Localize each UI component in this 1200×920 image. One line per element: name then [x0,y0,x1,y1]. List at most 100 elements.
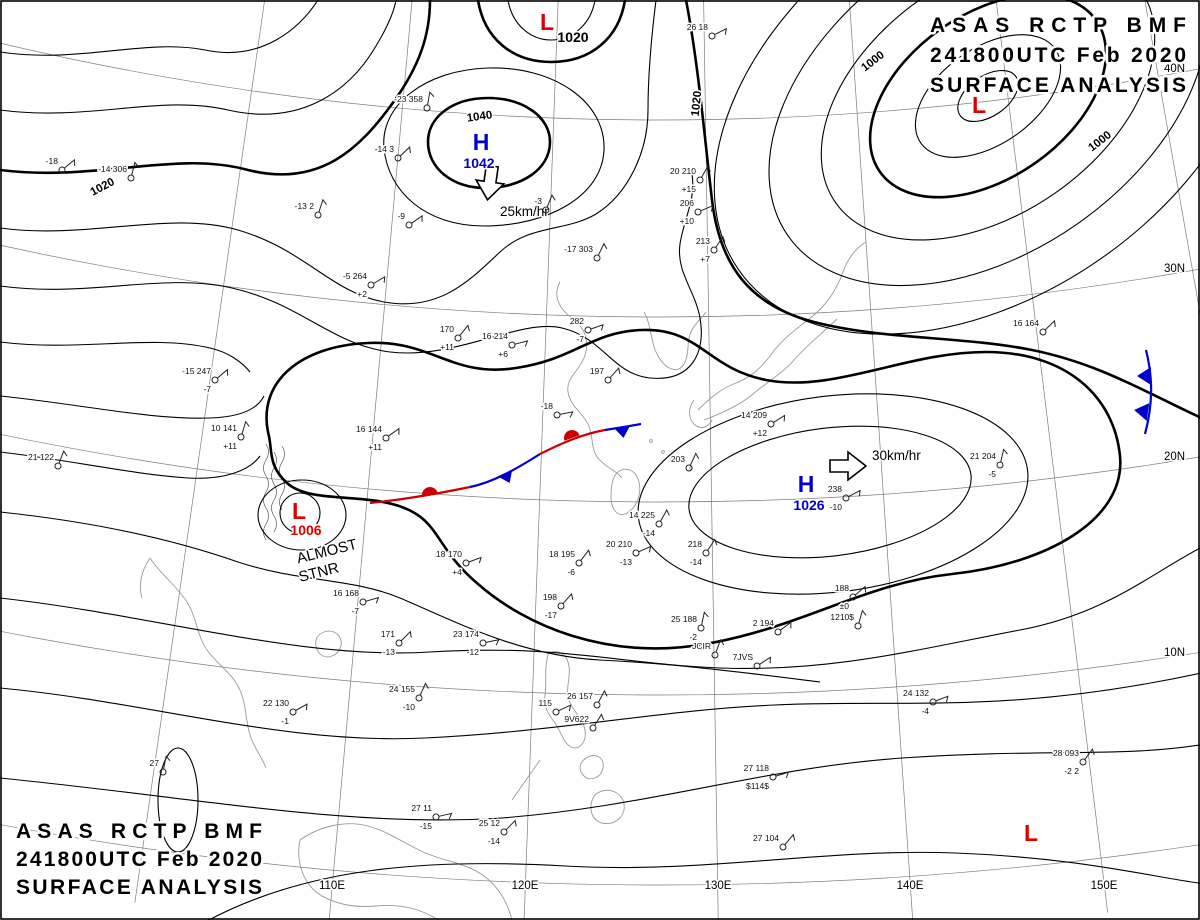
station-circle [58,166,66,174]
station-value-lower: +4 [452,567,462,577]
wind-barb [597,689,608,703]
wind-barb [400,630,412,642]
pressure-center-symbol-L: L [972,92,986,118]
station-plot: 2 194 [751,617,792,636]
station-value-lower: +15 [682,184,697,194]
isobar-ellipse [688,425,972,559]
station-circle [359,598,367,606]
station-value-lower: -6 [567,567,575,577]
hatch-line [263,443,269,541]
station-circle [702,549,710,557]
movement-speed-label: 30km/hr [872,448,921,463]
station-plot: 26 157 [566,689,608,709]
station-plot: 18 170 +4 [435,548,482,579]
station-value-lower: +7 [700,254,710,264]
station-circle [779,843,787,851]
wind-barb [935,695,949,703]
latitude-label: 40N [1164,63,1185,75]
station-plot: JCIR [691,638,725,659]
station-plot: 24 132 -4 [902,687,949,718]
latitude-label: 20N [1164,451,1185,463]
station-circle [708,32,716,40]
station-value-upper: 1210$ [830,612,854,622]
station-value-upper: 27 104 [753,833,779,843]
station-circle [415,694,423,702]
station-circle [508,341,516,349]
wind-barb [131,161,140,176]
wind-barb [773,414,786,423]
station-value-upper: -15 247 [182,366,211,376]
isobar-ellipse [637,393,1029,595]
pressure-center-value: 1020 [557,29,588,45]
station-value-upper: -14 3 [375,144,395,154]
terrain-hatching [263,443,285,541]
wind-barb [715,638,725,653]
wind-barb [701,611,709,626]
station-value-upper: 16 144 [356,424,382,434]
warm-front-symbol [422,487,438,497]
wind-barb [373,275,386,284]
station-value-upper: 218 [688,539,702,549]
isobar-line [0,547,1200,669]
front-segment [539,428,606,455]
wind-barb [365,596,380,604]
station-plot: 171 -13 [379,628,412,659]
isobar-line [0,341,251,373]
wind-barb [609,367,621,379]
wind-barb [590,324,604,331]
coastline-path [315,630,342,658]
station-circle [552,708,560,716]
pressure-center-symbol-H: H [798,471,815,497]
wind-barb [459,324,470,336]
station-plot: -15 247 -7 [181,365,229,396]
station-circle [753,662,761,670]
station-plot: -9 [396,210,423,229]
station-plot: 218 -14 [686,538,718,569]
station-plot: -18 [44,155,76,174]
pressure-center-symbol-L: L [540,9,554,35]
wind-barb [759,656,771,665]
station-circle [632,549,640,557]
front-segment [369,485,471,505]
wind-barb [638,545,652,553]
station-plot: 21 122 [27,450,68,470]
station-plot: -17 303 [563,242,608,262]
longitude-line [995,0,1109,913]
station-circle [849,593,857,601]
station-value-lower: -10 [403,702,416,712]
station-value-upper: 21 204 [970,451,996,461]
wind-barb [1084,748,1095,760]
movement-arrow-down [474,164,506,202]
wind-barb [1000,448,1008,463]
station-circle [1079,758,1087,766]
station-plot: 22 130 -1 [262,697,308,728]
wind-barb [689,452,700,466]
isobar-ellipse [279,492,321,534]
station-circle [697,624,705,632]
wind-barb [438,812,453,820]
title-bottom-line3: SURFACE ANALYSIS [16,876,262,899]
station-value-lower: -2 2 [1064,766,1079,776]
station-circle [557,602,565,610]
isobar-value-label: 1020 [690,90,705,117]
station-plot: 16 168 -7 [332,587,380,618]
isobar-line [0,0,432,176]
station-plot: 282 -7 [568,315,604,346]
isobar-ellipse [868,0,1108,199]
station-value-lower: -14 [488,836,501,846]
isobar-line [0,744,1200,821]
wind-barb [784,833,796,846]
station-circle [593,701,601,709]
station-value-lower: -7 [351,606,359,616]
station-value-upper: 20 210 [606,539,632,549]
wind-barb [559,411,574,418]
station-value-lower: +10 [680,216,695,226]
station-value-upper: 198 [543,592,557,602]
station-value-lower: +11 [368,442,382,452]
station-circle [769,773,777,781]
station-value-upper: 282 [570,316,584,326]
station-value-upper: 24 132 [903,688,929,698]
coastline-path [689,399,713,428]
